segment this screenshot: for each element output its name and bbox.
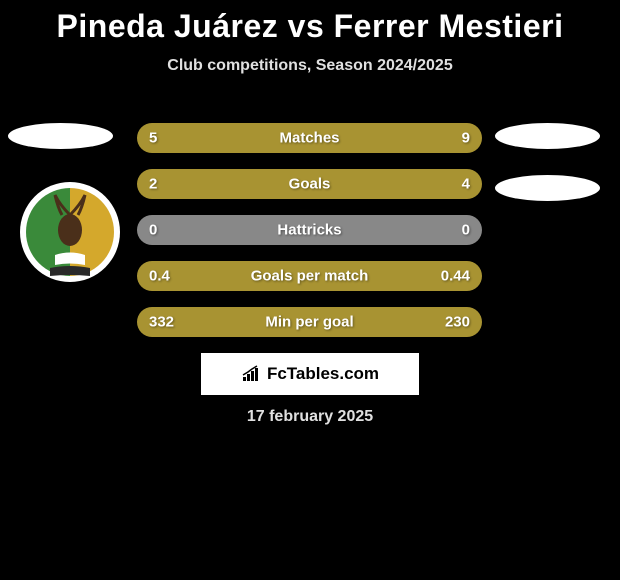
stat-row-hattricks: 0 Hattricks 0 [137, 215, 482, 245]
stat-row-matches: 5 Matches 9 [137, 123, 482, 153]
brand-text: FcTables.com [267, 364, 379, 384]
stat-value-right: 230 [445, 314, 470, 331]
stat-value-right: 9 [462, 130, 470, 147]
venados-logo-icon [20, 180, 120, 285]
stat-label: Goals [289, 176, 331, 193]
player-right-badge-oval-2 [495, 175, 600, 201]
date-text: 17 february 2025 [247, 408, 373, 426]
stat-label: Goals per match [251, 268, 369, 285]
stat-value-left: 0 [149, 222, 157, 239]
stat-value-right: 0 [462, 222, 470, 239]
page-title: Pineda Juárez vs Ferrer Mestieri [0, 0, 620, 45]
stat-value-right: 4 [462, 176, 470, 193]
stat-value-right: 0.44 [441, 268, 470, 285]
stat-value-left: 332 [149, 314, 174, 331]
stat-value-left: 2 [149, 176, 157, 193]
stat-row-goals-per-match: 0.4 Goals per match 0.44 [137, 261, 482, 291]
brand-chart-icon [241, 365, 263, 383]
stats-container: 5 Matches 9 2 Goals 4 0 Hattricks 0 0.4 … [137, 123, 482, 353]
stat-row-min-per-goal: 332 Min per goal 230 [137, 307, 482, 337]
player-right-badge-oval-1 [495, 123, 600, 149]
player-left-badge-oval [8, 123, 113, 149]
stat-row-goals: 2 Goals 4 [137, 169, 482, 199]
stat-value-left: 0.4 [149, 268, 170, 285]
club-badge [20, 180, 120, 285]
stat-label: Matches [279, 130, 339, 147]
stat-bar-right [251, 169, 482, 199]
subtitle: Club competitions, Season 2024/2025 [0, 57, 620, 75]
stat-value-left: 5 [149, 130, 157, 147]
brand-box: FcTables.com [201, 353, 419, 395]
stat-label: Min per goal [265, 314, 353, 331]
stat-label: Hattricks [277, 222, 341, 239]
